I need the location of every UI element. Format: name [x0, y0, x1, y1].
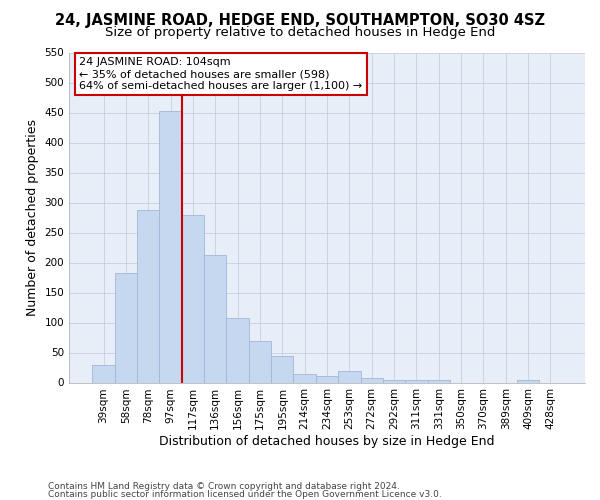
Text: Size of property relative to detached houses in Hedge End: Size of property relative to detached ho… — [105, 26, 495, 39]
Bar — [115, 272, 137, 382]
Bar — [316, 376, 338, 382]
Bar — [361, 378, 383, 382]
Bar — [517, 380, 539, 382]
Bar — [249, 340, 271, 382]
Bar — [405, 380, 428, 382]
Bar — [182, 214, 204, 382]
Bar — [428, 380, 450, 382]
Bar — [271, 356, 293, 382]
Bar — [92, 364, 115, 382]
Bar — [160, 112, 182, 382]
Bar — [338, 370, 361, 382]
Bar — [226, 318, 249, 382]
Text: 24, JASMINE ROAD, HEDGE END, SOUTHAMPTON, SO30 4SZ: 24, JASMINE ROAD, HEDGE END, SOUTHAMPTON… — [55, 12, 545, 28]
Text: Contains public sector information licensed under the Open Government Licence v3: Contains public sector information licen… — [48, 490, 442, 499]
X-axis label: Distribution of detached houses by size in Hedge End: Distribution of detached houses by size … — [159, 435, 495, 448]
Text: 24 JASMINE ROAD: 104sqm
← 35% of detached houses are smaller (598)
64% of semi-d: 24 JASMINE ROAD: 104sqm ← 35% of detache… — [79, 58, 362, 90]
Bar — [204, 256, 226, 382]
Bar — [137, 210, 160, 382]
Text: Contains HM Land Registry data © Crown copyright and database right 2024.: Contains HM Land Registry data © Crown c… — [48, 482, 400, 491]
Bar — [383, 380, 405, 382]
Bar — [293, 374, 316, 382]
Y-axis label: Number of detached properties: Number of detached properties — [26, 119, 39, 316]
